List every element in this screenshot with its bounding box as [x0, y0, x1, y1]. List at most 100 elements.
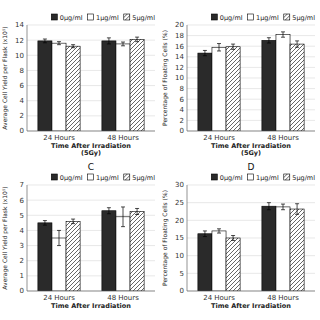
legend-label: 1μg/ml: [96, 174, 119, 182]
x-axis-label: Time After Irradiation: [51, 302, 131, 310]
error-bar: [121, 42, 125, 46]
grid-line: [27, 185, 155, 186]
y-tick-label: 25: [175, 199, 184, 207]
y-tick-label: 5: [180, 270, 184, 278]
y-tick-label: 20: [175, 217, 184, 225]
error-bar: [135, 208, 139, 214]
legend-label: 0μg/ml: [220, 14, 243, 22]
grid-line: [187, 35, 315, 36]
error-bar: [203, 231, 207, 237]
legend-label: 0μg/ml: [60, 174, 83, 182]
y-tick-label: 12: [175, 64, 184, 72]
legend-label: 1μg/ml: [96, 14, 119, 22]
x-tick-label: 24 Hours: [43, 294, 75, 302]
x-axis-label-line: (5Gy): [81, 149, 101, 157]
error-bar: [43, 39, 47, 43]
y-tick-label: 6: [180, 96, 185, 104]
y-tick-label: 10: [175, 74, 184, 82]
error-bar: [295, 41, 299, 47]
legend-swatch: [211, 174, 217, 180]
x-axis-line: [27, 291, 155, 292]
grid-line: [27, 291, 155, 292]
x-tick-label: 48 Hours: [107, 134, 139, 142]
error-bar: [281, 32, 285, 37]
bar: [290, 44, 304, 131]
error-bar: [57, 42, 61, 45]
error-bar: [267, 38, 271, 43]
grid-line: [187, 25, 315, 26]
subplot: 0246810121424 Hours48 HoursTime After Ir…: [1, 14, 155, 157]
x-tick-label: 24 Hours: [43, 134, 75, 142]
legend-label: 5μg/ml: [132, 174, 155, 182]
bar: [52, 238, 66, 291]
error-bar: [203, 50, 207, 55]
legend: 0μg/ml 1μg/ml 5μg/ml: [51, 174, 155, 182]
legend-swatch: [248, 14, 254, 20]
x-axis-label: Time After Irradiation: [211, 302, 291, 310]
y-tick-label: 2: [180, 117, 184, 125]
bar: [52, 43, 66, 131]
y-tick-label: 6: [20, 82, 25, 90]
legend: 0μg/ml1μg/ml5μg/ml: [211, 174, 315, 182]
grid-line: [187, 131, 315, 132]
bar: [102, 211, 116, 291]
bar: [262, 40, 276, 131]
error-bar: [43, 221, 47, 226]
bar: [262, 206, 276, 291]
y-tick-label: 16: [175, 43, 184, 51]
legend: 0μg/ml1μg/ml5μg/ml: [51, 14, 155, 22]
x-axis-label: Time After Irradiation(5Gy): [211, 142, 291, 158]
y-tick-label: 5: [20, 212, 24, 220]
y-axis-line: [187, 25, 188, 131]
y-tick-label: 20: [175, 21, 184, 29]
plot-marks: [198, 32, 304, 131]
y-tick-label: 3: [20, 242, 24, 250]
bar: [276, 35, 290, 131]
x-axis-label-line: (5Gy): [241, 149, 261, 157]
y-tick-label: 12: [15, 37, 24, 45]
y-tick-label: 2: [20, 112, 24, 120]
error-bar: [267, 203, 271, 210]
bar: [276, 207, 290, 291]
y-tick-label: 4: [20, 227, 25, 235]
y-tick-label: 2: [20, 257, 24, 265]
grid-line: [27, 131, 155, 132]
subplot-title: C: [88, 162, 94, 172]
error-bar: [135, 37, 139, 42]
error-bar: [281, 204, 285, 210]
bar: [116, 217, 130, 291]
y-tick-label: 6: [20, 197, 25, 205]
legend-swatch: [51, 14, 57, 20]
plot-marks: [38, 37, 144, 131]
x-tick-label: 24 Hours: [203, 294, 235, 302]
error-bar: [107, 208, 111, 214]
y-tick-label: 0: [180, 287, 184, 295]
error-bar: [217, 44, 221, 51]
y-tick-label: 8: [20, 67, 24, 75]
legend-label: 5μg/ml: [292, 14, 315, 22]
x-tick-label: 48 Hours: [267, 134, 299, 142]
y-tick-label: 1: [20, 272, 24, 280]
chart-figure: 0246810121424 Hours48 HoursTime After Ir…: [0, 0, 320, 320]
grid-line: [187, 291, 315, 292]
bar: [66, 221, 80, 291]
bar: [226, 238, 240, 291]
bar: [116, 44, 130, 131]
error-bar: [71, 45, 75, 48]
subplot: 0123456724 Hours48 HoursTime After Irrad…: [1, 162, 155, 310]
grid-line: [187, 185, 315, 186]
y-tick-label: 8: [180, 85, 184, 93]
y-tick-label: 0: [20, 287, 24, 295]
error-bar: [71, 219, 75, 224]
legend-swatch: [248, 174, 254, 180]
legend-swatch: [88, 174, 94, 180]
y-axis-label: Average Cell Yield per Flask (x10⁵): [1, 26, 9, 129]
bar: [130, 39, 144, 131]
bar: [198, 53, 212, 131]
x-axis-line: [27, 131, 155, 132]
bar: [38, 41, 52, 131]
y-tick-label: 10: [15, 52, 24, 60]
legend-label: 5μg/ml: [292, 174, 315, 182]
subplot: 05101520253024 Hours48 HoursTime After I…: [161, 162, 315, 310]
error-bar: [217, 229, 221, 233]
